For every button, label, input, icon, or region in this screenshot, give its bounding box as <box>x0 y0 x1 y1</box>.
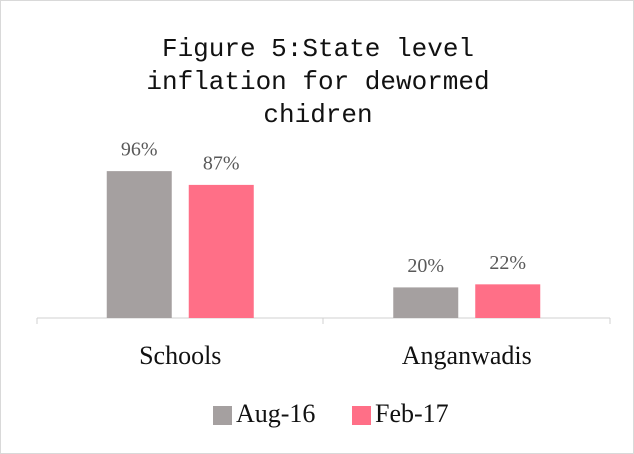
bar <box>106 171 172 318</box>
chart-title: Figure 5:State level inflation for dewor… <box>146 34 490 130</box>
bar <box>475 284 541 318</box>
data-label: 87% <box>203 152 240 174</box>
legend-swatch <box>352 406 371 425</box>
legend-label: Feb-17 <box>375 399 449 428</box>
data-label: 96% <box>121 139 158 161</box>
data-label: 20% <box>407 255 444 277</box>
data-label: 22% <box>489 252 526 274</box>
x-tick-label: Anganwadis <box>402 341 532 370</box>
bar <box>393 287 459 318</box>
bar <box>188 184 254 318</box>
x-tick-label: Schools <box>139 341 221 370</box>
legend-swatch <box>213 406 232 425</box>
legend-label: Aug-16 <box>236 399 315 428</box>
